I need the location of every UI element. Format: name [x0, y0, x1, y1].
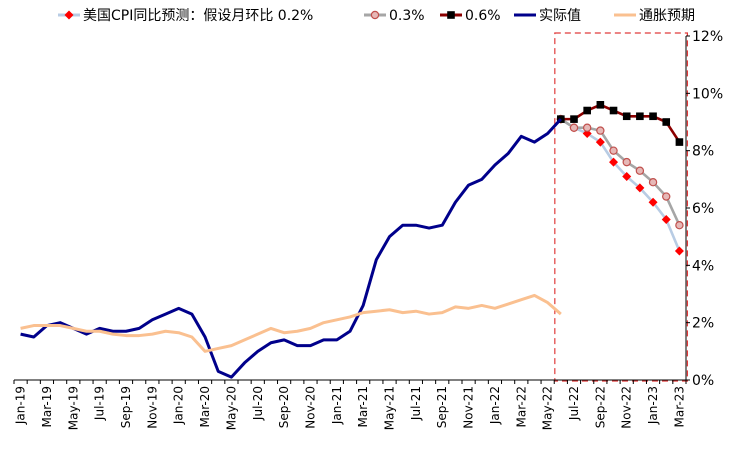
data-point	[596, 101, 605, 109]
series-3	[20, 118, 562, 379]
x-tick-label: Jul-21	[409, 386, 423, 421]
series-4	[20, 293, 562, 353]
legend-label: 通胀预期	[639, 8, 695, 24]
data-point	[662, 118, 671, 126]
legend-label: 实际值	[539, 8, 581, 24]
series-2	[557, 101, 684, 146]
data-point	[570, 115, 578, 123]
series-1	[556, 114, 684, 230]
legend: 美国CPI同比预测：假设月环比 0.2% 0.3% 0.6% 实际值 通胀预期	[58, 8, 695, 24]
data-point	[675, 220, 684, 230]
data-point	[622, 171, 632, 181]
x-tick-label: May-20	[224, 386, 238, 430]
x-tick-label: Nov-22	[620, 386, 634, 429]
x-tick-label: Jul-20	[251, 386, 265, 421]
x-tick-label: Mar-22	[514, 386, 528, 427]
data-point	[648, 177, 658, 187]
data-point	[661, 214, 671, 224]
x-tick-label: Sep-19	[119, 386, 133, 428]
x-tick-label: Mar-21	[356, 386, 370, 427]
series-line	[20, 118, 562, 379]
data-point	[648, 197, 658, 207]
highlight-box	[554, 32, 689, 382]
series-line	[20, 293, 562, 353]
x-tick-label: Jan-23	[646, 386, 660, 425]
data-point	[674, 246, 684, 256]
x-tick-label: Mar-23	[672, 386, 686, 427]
x-tick-label: Jan-20	[172, 386, 186, 425]
x-tick-label: Sep-21	[435, 386, 449, 428]
data-point	[622, 112, 631, 121]
legend-item-1: 0.3%	[364, 8, 425, 24]
x-tick-label: Jul-19	[93, 386, 107, 421]
y-tick-label: 0%	[692, 373, 714, 389]
data-point	[569, 123, 579, 132]
y-tick-label: 6%	[692, 201, 714, 217]
legend-label: 美国CPI同比预测：假设月环比 0.2%	[83, 8, 313, 24]
legend-label: 0.3%	[389, 8, 425, 24]
x-tick-label: Mar-20	[198, 386, 212, 427]
data-point	[582, 123, 592, 132]
x-tick-label: May-22	[541, 386, 555, 430]
legend-label: 0.6%	[465, 8, 501, 24]
data-point	[609, 157, 619, 167]
y-tick-label: 12%	[692, 29, 723, 45]
y-tick-label: 4%	[692, 258, 714, 274]
series-line	[560, 103, 681, 143]
axes: 0% 2% 4% 6% 8% 10% 12% Jan-19 Mar-19 May-19 Jul-19…	[13, 29, 723, 430]
x-tick-label: Jan-21	[330, 386, 344, 425]
legend-marker	[370, 10, 380, 20]
series-layer	[20, 101, 684, 379]
data-point	[595, 137, 605, 147]
x-tick-label: May-21	[383, 386, 397, 430]
data-point	[635, 183, 645, 193]
series-line	[560, 118, 681, 252]
x-tick-label: Jan-22	[488, 386, 502, 425]
x-tick-label: Nov-19	[145, 386, 159, 429]
data-point	[583, 106, 591, 115]
x-tick-label: Nov-21	[462, 386, 476, 429]
legend-item-0: 美国CPI同比预测：假设月环比 0.2%	[58, 8, 313, 24]
series-0	[556, 114, 684, 256]
series-line	[560, 118, 681, 226]
x-tick-label: May-19	[66, 386, 80, 430]
legend-item-3: 实际值	[514, 8, 581, 24]
data-point	[635, 166, 645, 175]
x-tick-label: Nov-20	[303, 386, 317, 429]
legend-item-4: 通胀预期	[614, 8, 695, 24]
y-tick-label: 10%	[692, 86, 723, 102]
legend-item-2: 0.6%	[440, 8, 501, 24]
x-tick-label: Mar-19	[40, 386, 54, 427]
legend-marker	[64, 10, 74, 20]
x-tick-label: Sep-22	[593, 386, 607, 428]
forecast-highlight-region	[554, 32, 689, 382]
y-tick-label: 8%	[692, 144, 714, 160]
data-point	[609, 146, 618, 155]
data-point	[636, 112, 644, 121]
x-tick-label: Jan-19	[14, 386, 28, 425]
data-point	[609, 106, 618, 115]
legend-marker	[447, 11, 455, 19]
data-point	[662, 192, 671, 201]
y-tick-label: 2%	[692, 316, 714, 332]
data-point	[622, 157, 631, 167]
data-point	[596, 126, 605, 135]
x-tick-label: Jul-22	[567, 386, 581, 421]
data-point	[649, 112, 657, 121]
x-tick-label: Sep-20	[277, 386, 291, 428]
data-point	[675, 138, 684, 146]
